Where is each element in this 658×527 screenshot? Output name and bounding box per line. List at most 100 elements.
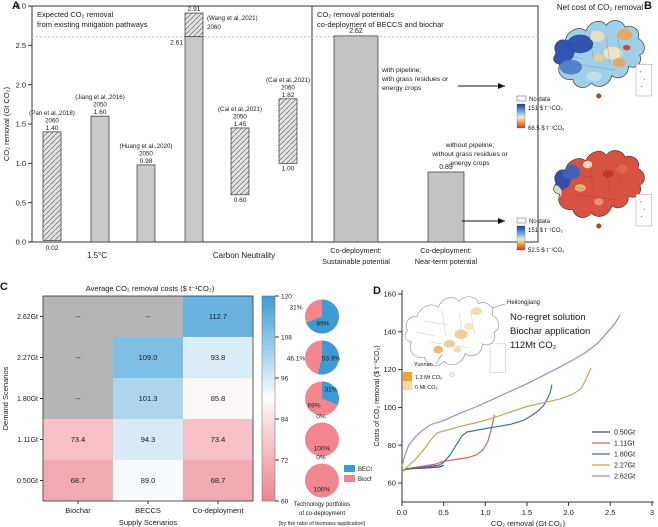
- inset-china-outline: [404, 296, 499, 367]
- annotation-without-pipeline: energy crops: [450, 160, 490, 167]
- pie-biochar-label: 100%: [314, 446, 331, 453]
- removal-cost-heatmap: Average CO₂ removal costs ($ t⁻¹CO₂) -- --…: [1, 284, 372, 527]
- group-label: Carbon Neutrality: [213, 251, 275, 260]
- heatmap-cell: [183, 378, 253, 419]
- bar-hatched-segment: [184, 12, 204, 38]
- annotation-with-pipeline: energy crops: [382, 85, 422, 92]
- cost-colorbar: [516, 103, 526, 129]
- bar: [230, 127, 250, 196]
- hainan-island: [596, 223, 602, 229]
- inset-islands-dot: [640, 86, 643, 88]
- pie-beccs-share: [306, 299, 339, 334]
- row-label: 1.11Gt: [18, 437, 39, 444]
- heatmap-cell-value: --: [76, 394, 81, 403]
- pie-beccs-share: [317, 340, 339, 375]
- bar-value-label: 1.60: [94, 109, 107, 116]
- bar: [136, 164, 156, 243]
- no-regret-annotation: 112Mt CO₂: [510, 340, 557, 351]
- heatmap-cell: [43, 378, 113, 419]
- column-label: BECCS: [135, 506, 161, 515]
- heilongjiang-pointer: [491, 303, 506, 309]
- bar-value-label: 2.91: [188, 6, 201, 13]
- pie-biochar-share: [305, 422, 339, 457]
- heatmap-cell-value: 94.3: [141, 435, 156, 444]
- x-tick-label: 3: [650, 508, 654, 517]
- heatmap-cell: [43, 460, 113, 501]
- map-region: [602, 170, 614, 178]
- bar-value-label: 1.82: [282, 92, 295, 99]
- bar-year-label: 2060: [45, 117, 59, 124]
- potential-bar: [427, 171, 465, 243]
- heatmap-cell: [43, 296, 113, 337]
- pie-caption: Technology portfolios: [294, 502, 350, 508]
- map-sustainable: [553, 20, 653, 99]
- colorbar-tick-label: 120: [281, 294, 292, 301]
- bar-source-label: (Cai et al.,2021): [218, 106, 262, 113]
- x-tick-label: 1.5: [522, 508, 532, 517]
- inset-legend-swatch-high: [403, 372, 412, 381]
- legend-label: 1.11Gt: [614, 441, 635, 448]
- legend-label: 2.27Gt: [614, 463, 635, 470]
- panel-label-a: A: [12, 0, 20, 12]
- heatmap-cell-value: 68.7: [211, 476, 226, 485]
- heatmap-cell: [183, 460, 253, 501]
- bar-year-label: 2050: [139, 150, 153, 157]
- cost-curve-1.11Gt: [401, 414, 496, 473]
- inset-legend-swatch-low: [403, 381, 412, 390]
- inset-hainan: [449, 372, 454, 377]
- legend-high-label: 151 $ t⁻¹CO₂: [528, 228, 564, 234]
- inset-biochar-region: [433, 345, 443, 354]
- bar-bottom-label: 0.02: [46, 245, 59, 252]
- bar-split-label: 2.61: [170, 40, 183, 47]
- x-tick-label: 2.0: [563, 508, 573, 517]
- y-tick-label: 0.5: [16, 198, 26, 207]
- yunnan-label: Yunnan: [414, 362, 433, 368]
- map-region: [589, 30, 605, 43]
- pie-caption: [by the ratio of biomass application]: [279, 521, 366, 527]
- panel-b-title: Net cost of CO₂ removal: [557, 3, 643, 12]
- heatmap-cell: [183, 296, 253, 337]
- panel-label-c: C: [0, 281, 8, 293]
- heatmap-cell-value: 112.7: [209, 312, 227, 321]
- pie-beccs-label: 69%: [316, 321, 329, 328]
- potential-bar-label: Co-deployment:: [420, 246, 472, 255]
- colorbar-tick-label: 84: [281, 417, 289, 424]
- pie-biochar-label: 31%: [289, 305, 302, 312]
- bar: [90, 115, 110, 243]
- heatmap-cell: [183, 419, 253, 460]
- potential-bar: [333, 35, 379, 243]
- y-tick-label: 3.0: [16, 2, 26, 11]
- annotation-without-pipeline: without grass residues or: [431, 151, 508, 158]
- legend-label: 2.62Gt: [614, 474, 635, 481]
- province-borders: [565, 32, 622, 71]
- province-borders: [565, 162, 622, 201]
- legend-beccs-swatch: [344, 465, 355, 472]
- x-axis-title: Supply Scenarios: [119, 518, 178, 527]
- bar: [42, 131, 62, 241]
- colorbar-tick-label: 96: [281, 376, 289, 383]
- heatmap-cell: [113, 337, 183, 378]
- inset-biochar-region: [464, 322, 474, 331]
- bar-year-label: 2060: [281, 84, 295, 91]
- inset-islands-dot: [639, 71, 642, 73]
- panel-label-d: D: [373, 285, 381, 297]
- pie-caption: of co-deployment: [299, 511, 345, 517]
- heilongjiang-label: Heilongjiang: [507, 300, 540, 306]
- x-tick-label: 1.0: [480, 508, 490, 517]
- net-cost-maps: Net cost of CO₂ removal No data 151 $ t⁻¹C…: [516, 3, 653, 254]
- column-label: Biochar: [65, 506, 91, 515]
- x-tick-label: 0.5: [438, 508, 448, 517]
- y-axis-title: Costs of CO₂ removal ($ t⁻¹CO₂): [374, 345, 381, 446]
- y-tick-label: 2.5: [16, 41, 26, 50]
- heatmap-cell: [113, 419, 183, 460]
- map-region: [603, 46, 623, 60]
- y-tick-label: 2.0: [16, 80, 26, 89]
- heatmap-cell: [43, 337, 113, 378]
- group-label: 1.5°C: [87, 251, 107, 260]
- y-axis-title: CO₂ removal (Gt CO₂): [2, 86, 11, 161]
- pie-beccs-share: [322, 381, 340, 405]
- y-tick-label: 140: [383, 327, 396, 336]
- map-region: [582, 160, 593, 169]
- hainan-island: [596, 93, 602, 99]
